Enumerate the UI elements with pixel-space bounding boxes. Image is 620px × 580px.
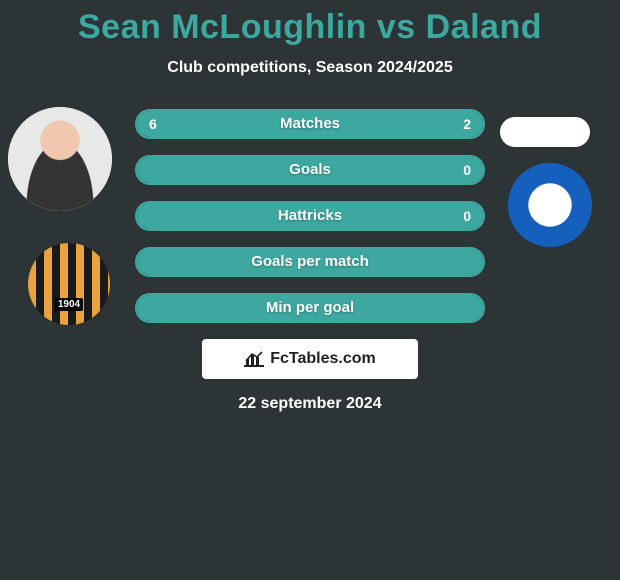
player-photo-right <box>500 117 590 147</box>
bar-value-left: 6 <box>149 111 157 137</box>
bar-value-right: 2 <box>463 111 471 137</box>
bar-value-right: 0 <box>463 203 471 229</box>
chart-icon <box>244 351 264 367</box>
date: 22 september 2024 <box>0 395 620 413</box>
subtitle: Club competitions, Season 2024/2025 <box>0 59 620 77</box>
player-photo-left <box>8 107 112 211</box>
page-title: Sean McLoughlin vs Daland <box>0 0 620 47</box>
stat-bar: Min per goal <box>135 293 485 323</box>
stat-bar: Goals per match <box>135 247 485 277</box>
bar-label: Hattricks <box>137 203 483 229</box>
comparison-area: Matches62Goals0Hattricks0Goals per match… <box>0 107 620 413</box>
bar-value-right: 0 <box>463 157 471 183</box>
bar-label: Min per goal <box>137 295 483 321</box>
stat-bar: Hattricks0 <box>135 201 485 231</box>
bar-label: Goals per match <box>137 249 483 275</box>
club-badge-left <box>28 243 110 325</box>
bars-container: Matches62Goals0Hattricks0Goals per match… <box>135 107 485 323</box>
bar-label: Matches <box>137 111 483 137</box>
stat-bar: Goals0 <box>135 155 485 185</box>
person-silhouette-icon <box>8 107 112 211</box>
watermark: FcTables.com <box>202 339 418 379</box>
club-badge-right <box>508 163 592 247</box>
stat-bar: Matches6 2 <box>135 109 485 139</box>
watermark-text: FcTables.com <box>270 350 376 368</box>
bar-label: Goals <box>137 157 483 183</box>
